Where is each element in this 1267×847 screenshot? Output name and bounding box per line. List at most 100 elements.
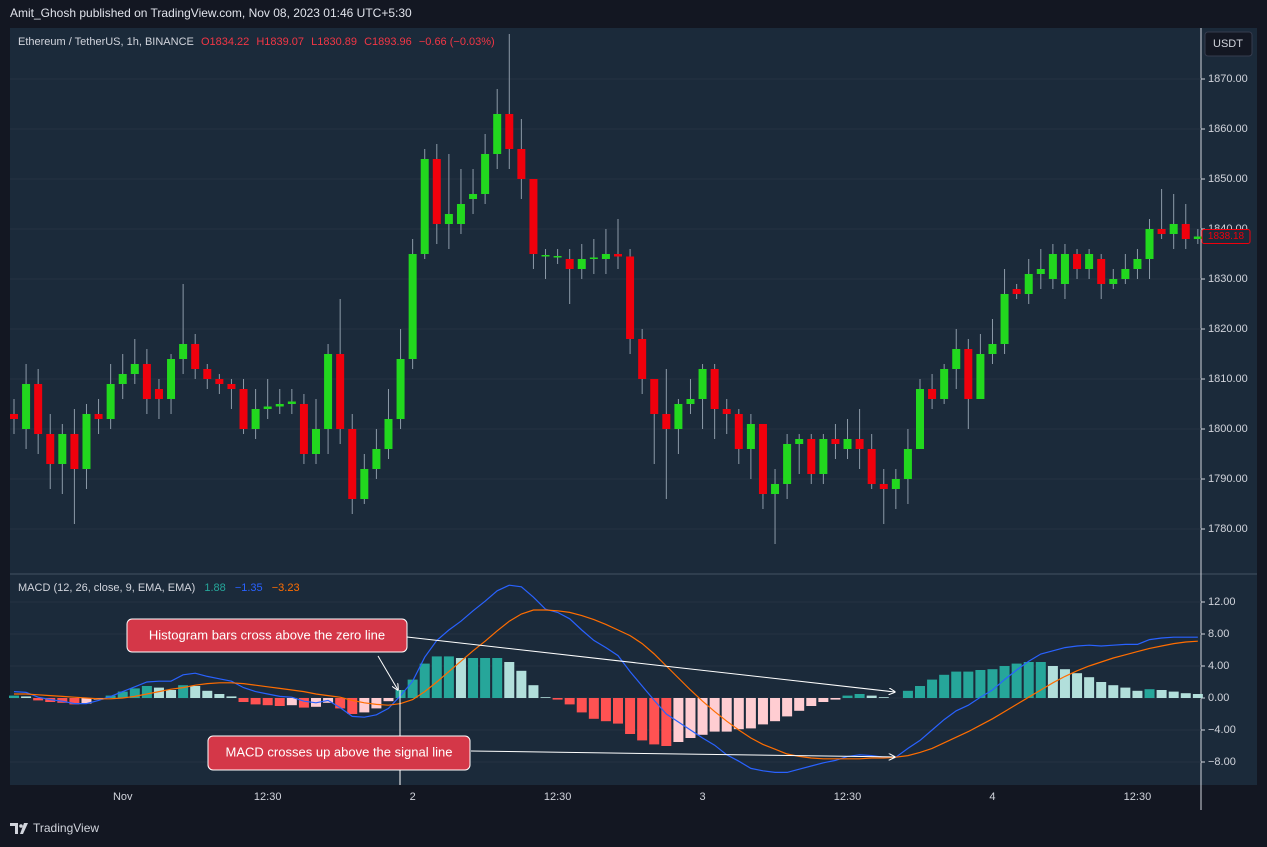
candle-body (10, 414, 18, 419)
candle-body (517, 149, 526, 179)
histogram-bar (818, 698, 829, 702)
histogram-bar (383, 698, 394, 702)
candle-body (420, 159, 429, 254)
candle-body (952, 349, 961, 369)
candle-body (831, 439, 840, 444)
macd-legend: MACD (12, 26, close, 9, EMA, EMA) 1.88 −… (18, 582, 300, 594)
candle-body (1193, 236, 1202, 239)
histogram-bar (262, 698, 273, 706)
histogram-bar (516, 670, 527, 698)
candle-body (46, 434, 55, 464)
candle-body (299, 404, 308, 454)
histogram-bar (1035, 662, 1046, 698)
candle-body (577, 259, 586, 269)
histogram-bar (286, 698, 297, 706)
candle-body (819, 439, 828, 474)
annotation: Histogram bars cross above the zero line (149, 627, 385, 642)
annotation: MACD crosses up above the signal line (226, 744, 453, 759)
x-tick-label: Nov (113, 791, 133, 803)
ohlc-high: H1839.07 (256, 36, 304, 48)
histogram-bar (33, 698, 44, 701)
annotation-arrow (406, 636, 895, 692)
histogram-bar (57, 698, 68, 703)
candle-body (94, 414, 103, 419)
candle-body (154, 389, 163, 399)
candle-body (722, 409, 731, 414)
histogram-bar (733, 698, 744, 730)
histogram-bar (552, 698, 563, 700)
candle-body (348, 429, 357, 499)
histogram-bar (782, 698, 793, 717)
candle-body (481, 154, 490, 194)
histogram-bar (504, 662, 515, 698)
histogram-bar (1084, 677, 1095, 698)
histogram-bar (1132, 690, 1143, 698)
marks: 1870.001860.001850.001840.001830.001820.… (9, 34, 1251, 803)
y-tick-label: 1790.00 (1208, 473, 1248, 485)
candle-body (1073, 254, 1082, 269)
y-tick-label: 4.00 (1208, 660, 1229, 672)
candle-body (432, 159, 441, 224)
histogram-bar (1156, 690, 1167, 698)
candle-body (456, 204, 465, 224)
histogram-bar (528, 685, 539, 698)
candle-body (988, 344, 997, 354)
x-tick-label: 12:30 (834, 791, 862, 803)
histogram-bar (951, 671, 962, 698)
histogram-bar (1192, 694, 1203, 698)
candle-body (191, 344, 200, 369)
candle-body (203, 369, 212, 379)
currency[interactable]: USDT (1213, 38, 1243, 50)
candle-body (384, 419, 393, 449)
candle-body (529, 179, 538, 254)
candle-body (324, 354, 333, 429)
candle-body (674, 404, 683, 429)
candle-body (1109, 279, 1118, 284)
histogram-bar (117, 691, 128, 698)
candle-body (34, 384, 43, 434)
candle-body (783, 444, 792, 484)
histogram-bar (927, 679, 938, 698)
histogram-bar (359, 698, 370, 713)
histogram-bar (1144, 689, 1155, 698)
histogram-bar (806, 698, 817, 706)
currency-box[interactable] (1204, 31, 1253, 57)
y-tick-label: 1830.00 (1208, 273, 1248, 285)
candle-body (360, 469, 369, 499)
histogram-bar (576, 698, 587, 713)
histogram-bar (238, 698, 249, 702)
candle-body (807, 439, 816, 474)
candle-body (710, 369, 719, 409)
macd-title: MACD (12, 26, close, 9, EMA, EMA) (18, 582, 195, 594)
y-tick-label: 1800.00 (1208, 423, 1248, 435)
histogram-bar (1108, 685, 1119, 698)
candle-body (1133, 259, 1142, 269)
x-tick-label: 12:30 (254, 791, 282, 803)
ohlc-change: −0.66 (−0.03%) (419, 36, 495, 48)
candle-body (976, 354, 985, 399)
x-tick-label: 12:30 (1124, 791, 1152, 803)
histogram-bar (202, 690, 213, 698)
legend-macd: −1.35 (235, 582, 263, 594)
candle-body (22, 384, 31, 429)
candle-body (1085, 254, 1094, 269)
candle-body (879, 484, 888, 489)
candle-body (493, 114, 502, 154)
candle-body (601, 254, 610, 259)
y-tick-label: 0.00 (1208, 692, 1229, 704)
candle-body (553, 256, 562, 258)
ohlc-close: C1893.96 (364, 36, 412, 48)
histogram-bar (939, 674, 950, 698)
histogram-bar (564, 698, 575, 705)
candle-body (940, 369, 949, 399)
histogram-bar (250, 698, 261, 705)
y-tick-label: −8.00 (1208, 756, 1236, 768)
candle-body (541, 255, 550, 257)
histogram-bar (1011, 663, 1022, 698)
histogram-bar (854, 694, 865, 698)
candle-body (469, 194, 478, 199)
candle-body (650, 379, 659, 414)
histogram-bar (915, 686, 925, 698)
histogram-bar (214, 694, 225, 698)
histogram-bar (770, 698, 781, 722)
